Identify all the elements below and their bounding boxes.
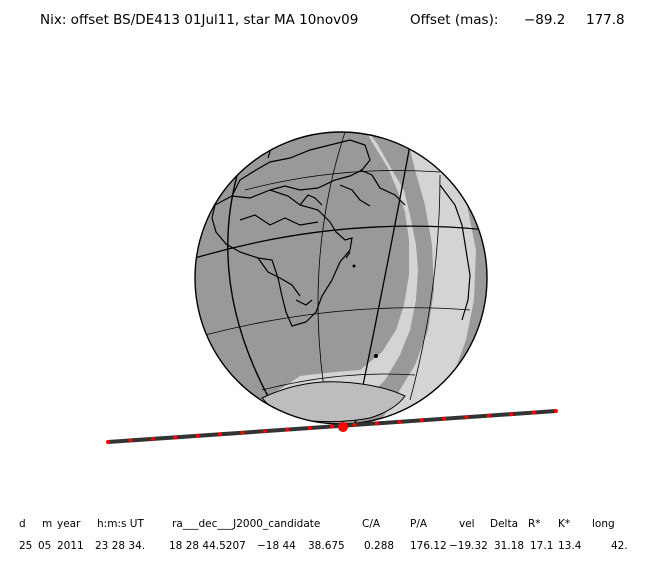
track-time-dot [531, 410, 536, 415]
value-delta: 31.18 [494, 540, 525, 552]
header-month: m [42, 518, 53, 530]
track-time-dot [554, 409, 558, 413]
value-ra: 18 28 44.5207 [169, 540, 246, 552]
track-time-dot [195, 433, 200, 438]
closest-approach-marker [338, 422, 348, 432]
track-time-dot [106, 440, 110, 444]
table-value-row: 25 05 2011 23 28 34. 18 28 44.5207 −18 4… [0, 540, 645, 556]
value-time: 23 28 34. [95, 540, 146, 552]
track-time-dot [509, 412, 514, 417]
track-time-dot [330, 424, 334, 429]
track-time-dot [150, 436, 155, 441]
header-year: year [57, 518, 81, 530]
track-time-dot [442, 416, 446, 421]
globe-disk [195, 132, 487, 424]
value-dec-seconds: 38.675 [308, 540, 345, 552]
value-day: 25 [19, 540, 33, 552]
header-time: h:m:s UT [97, 518, 144, 530]
offset-x-value: −89.2 [524, 12, 566, 28]
header-coordinates: ra___dec___J2000_candidate [172, 518, 321, 530]
track-time-dot [218, 432, 222, 437]
globe [194, 131, 488, 425]
track-time-dot [307, 426, 312, 431]
track-time-dot [128, 438, 133, 443]
track-time-dot [374, 421, 379, 426]
header-day: d [19, 518, 26, 530]
track-time-markers [106, 409, 558, 444]
offset-label: Offset (mas): [410, 12, 499, 28]
track-time-dot [262, 429, 267, 434]
value-vel: −19.32 [449, 540, 488, 552]
track-time-dot [397, 419, 402, 424]
track-time-dot [240, 430, 245, 435]
table-header-row: d m year h:m:s UT ra___dec___J2000_candi… [0, 518, 645, 534]
shadow-track [106, 409, 558, 444]
header-k-star: K* [558, 518, 571, 530]
value-r-star: 17.1 [530, 540, 554, 552]
header-ca: C/A [362, 518, 381, 530]
track-time-dot [352, 422, 357, 427]
value-year: 2011 [57, 540, 84, 552]
plot-title-line: Nix: offset BS/DE413 01Jul11, star MA 10… [0, 12, 645, 32]
value-dec: −18 44 [257, 540, 296, 552]
value-k-star: 13.4 [558, 540, 582, 552]
plot-title: Nix: offset BS/DE413 01Jul11, star MA 10… [40, 12, 359, 28]
header-vel: vel [459, 518, 475, 530]
value-long: 42. [611, 540, 628, 552]
value-month: 05 [38, 540, 52, 552]
header-delta: Delta [490, 518, 519, 530]
track-time-dot [419, 418, 424, 423]
value-pa: 176.12 [410, 540, 447, 552]
value-ca: 0.288 [364, 540, 395, 552]
track-time-dot [173, 435, 178, 440]
track-time-dot [486, 413, 491, 418]
offset-y-value: 177.8 [586, 12, 625, 28]
track-time-dot [285, 427, 290, 432]
header-pa: P/A [410, 518, 428, 530]
header-r-star: R* [528, 518, 541, 530]
header-long: long [592, 518, 615, 530]
track-time-dot [464, 415, 469, 420]
daylight-edge [380, 132, 476, 422]
